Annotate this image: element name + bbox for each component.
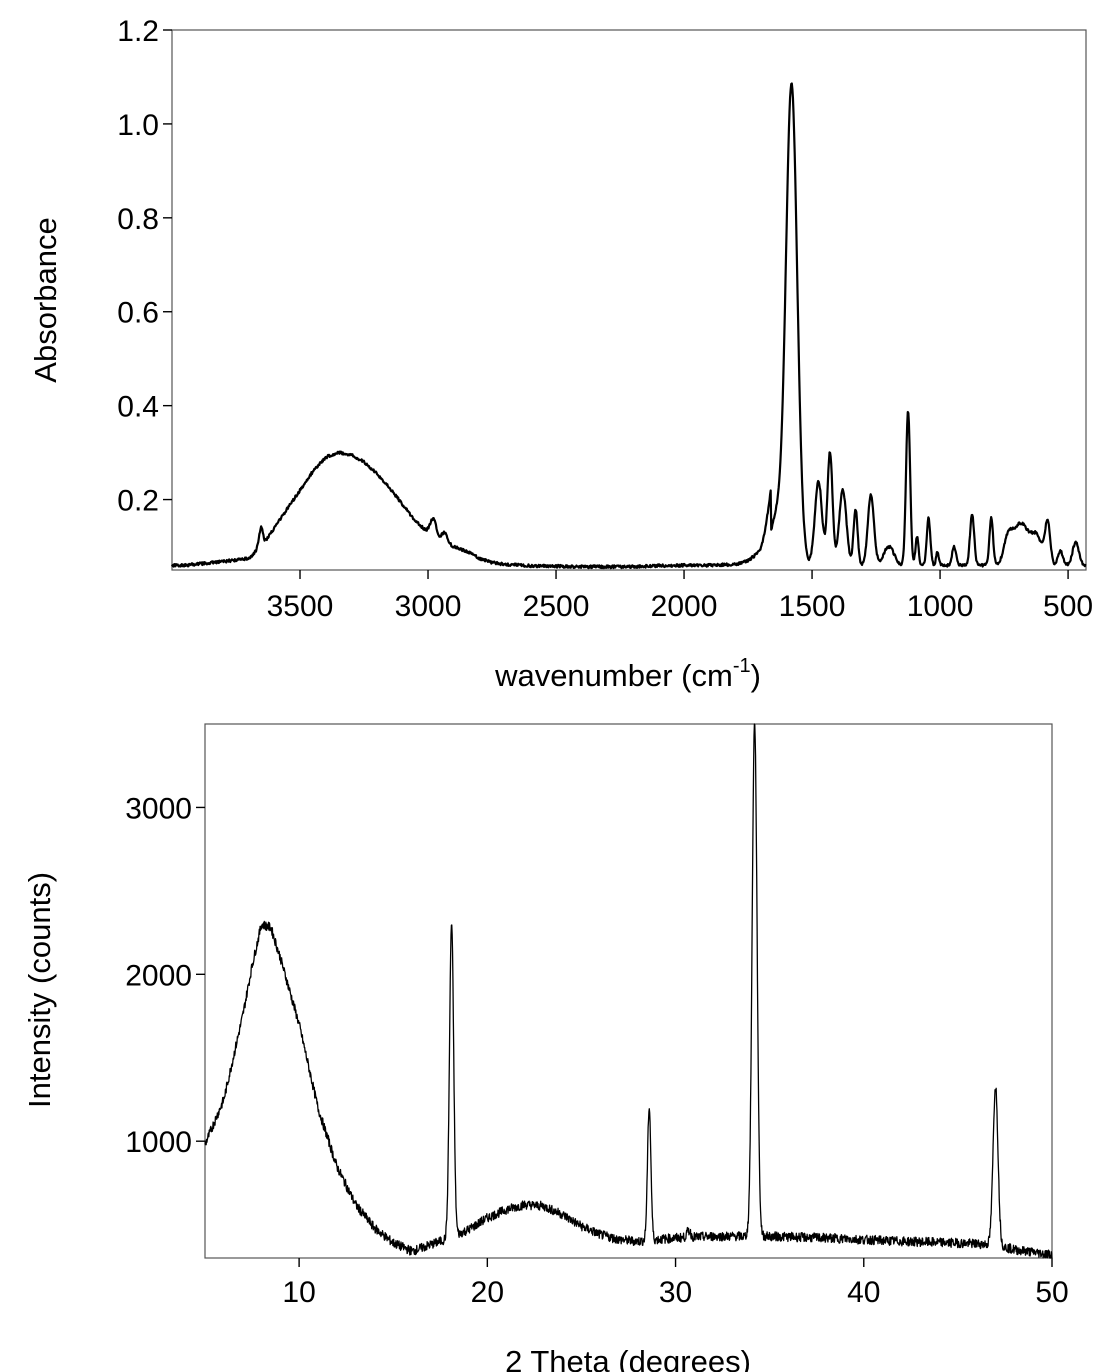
ftir-x-tick-label: 1500 (779, 590, 846, 623)
ftir-y-tick-label: 1.2 (117, 15, 159, 48)
ftir-y-axis: 0.2 0.4 0.6 0.8 1.0 1.2 (117, 15, 172, 518)
ftir-y-tick-label: 0.4 (117, 391, 159, 424)
xrd-x-tick-label: 30 (659, 1276, 692, 1309)
xrd-y-tick-label: 3000 (125, 792, 192, 825)
xrd-y-tick-label: 2000 (125, 959, 192, 992)
ftir-spectrum-line (170, 82, 1087, 570)
ftir-x-axis: 3500 3000 2500 2000 1500 1000 500 (267, 570, 1093, 623)
ftir-x-tick-label: 3000 (395, 590, 462, 623)
xrd-x-tick-label: 20 (471, 1276, 504, 1309)
ftir-y-tick-label: 0.2 (117, 485, 159, 518)
xrd-x-tick-label: 50 (1035, 1276, 1068, 1309)
ftir-x-axis-title-main: wavenumber (cm (494, 658, 733, 693)
xrd-plot-frame (204, 723, 1053, 1259)
xrd-y-axis-title: Intensity (counts) (22, 872, 57, 1108)
ftir-x-axis-title-end: ) (751, 658, 761, 693)
xrd-y-axis: 1000 2000 3000 (125, 792, 205, 1159)
ftir-plot-frame (171, 29, 1087, 571)
xrd-y-tick-label: 1000 (125, 1126, 192, 1159)
ftir-x-tick-label: 1000 (907, 590, 974, 623)
ftir-y-tick-label: 0.8 (117, 203, 159, 236)
ftir-x-axis-title: wavenumber (cm-1) (494, 655, 761, 693)
ftir-y-tick-label: 0.6 (117, 297, 159, 330)
xrd-chart: 1000 2000 3000 10 20 30 40 50 Intensity (count… (22, 723, 1069, 1372)
ftir-x-tick-label: 2000 (651, 590, 718, 623)
ftir-x-tick-label: 3500 (267, 590, 334, 623)
ftir-y-tick-label: 1.0 (117, 109, 159, 142)
ftir-y-axis-title: Absorbance (28, 217, 63, 382)
xrd-pattern-line (204, 723, 1053, 1259)
xrd-x-axis-title: 2 Theta (degrees) (505, 1344, 751, 1372)
ftir-chart: 0.2 0.4 0.6 0.8 1.0 1.2 3500 3000 2500 2000 1500 1… (28, 15, 1093, 693)
xrd-x-axis: 10 20 30 40 50 (282, 1258, 1069, 1309)
xrd-x-tick-label: 40 (847, 1276, 880, 1309)
ftir-x-tick-label: 2500 (523, 590, 590, 623)
ftir-x-axis-title-superscript: -1 (733, 655, 751, 677)
xrd-x-tick-label: 10 (282, 1276, 315, 1309)
ftir-x-tick-label: 500 (1043, 590, 1093, 623)
